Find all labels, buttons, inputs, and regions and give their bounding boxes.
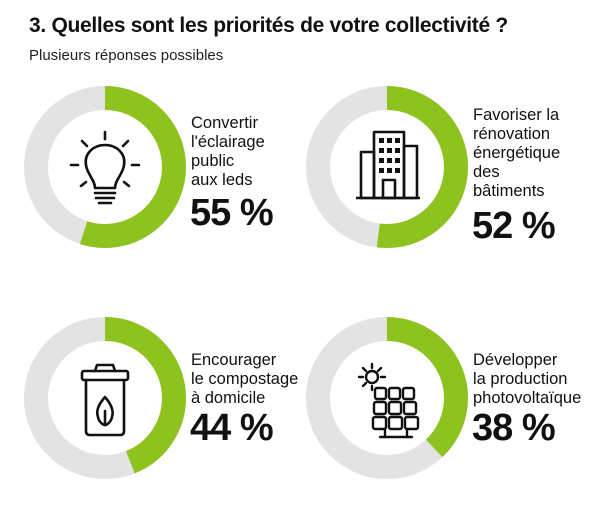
priority-label: Encourager le compostage à domicile: [191, 351, 299, 407]
priority-value: 55 %: [190, 192, 274, 234]
donut-chart-photovoltaic: [306, 317, 468, 479]
priority-label: Convertir l'éclairage public aux leds: [191, 114, 265, 189]
priority-item-composting: Encourager le compostage à domicile 44 %: [24, 317, 314, 527]
donut-chart-renovation: [306, 86, 468, 248]
priority-item-lighting: Convertir l'éclairage public aux leds 55…: [24, 86, 314, 296]
donut-segment-composting: [24, 317, 186, 479]
donut-segment-photovoltaic: [306, 317, 468, 479]
page-subtitle: Plusieurs réponses possibles: [29, 47, 224, 64]
compost-bin-icon: [80, 363, 130, 437]
priority-item-renovation: Favoriser la rénovation énergétique des …: [306, 86, 596, 296]
priority-item-photovoltaic: Développer la production photovoltaïque …: [306, 317, 596, 527]
donut-chart-composting: [24, 317, 186, 479]
priority-value: 38 %: [472, 407, 556, 449]
light-bulb-icon: [69, 130, 141, 205]
donut-segment-lighting: [24, 86, 186, 248]
priority-value: 44 %: [190, 407, 274, 449]
donut-chart-lighting: [24, 86, 186, 248]
priority-label: Favoriser la rénovation énergétique des …: [473, 106, 561, 200]
priority-label: Développer la production photovoltaïque: [473, 351, 582, 407]
priority-value: 52 %: [472, 205, 556, 247]
page-title: 3. Quelles sont les priorités de votre c…: [29, 14, 508, 37]
solar-panel-icon: [357, 362, 420, 439]
building-icon: [356, 130, 420, 200]
donut-segment-renovation: [306, 86, 468, 248]
